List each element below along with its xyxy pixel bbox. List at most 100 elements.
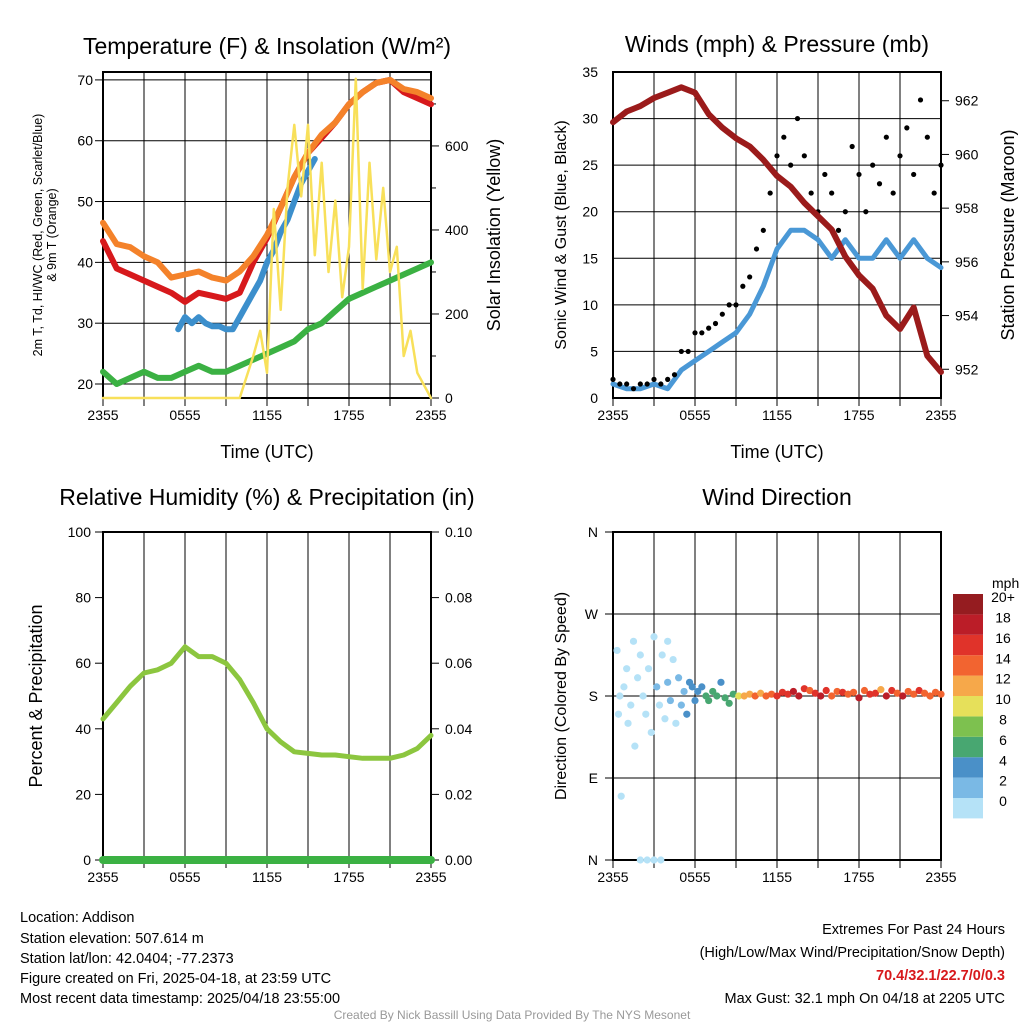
gust-point [829, 190, 835, 196]
wind-direction-point [767, 690, 776, 698]
humidity-y-tick-label: 40 [75, 721, 91, 737]
gust-point [931, 190, 937, 196]
temperature-plot-border [102, 71, 432, 399]
wind-direction-point [672, 719, 680, 727]
direction-y-tick-label: W [585, 606, 599, 622]
wind-direction-point [888, 686, 896, 695]
temperature-y-tick-label: 30 [77, 315, 93, 331]
extremes-values: 70.4/32.1/22.7/0/0.3 [876, 968, 1005, 984]
humidity-x-tick-label: 1155 [252, 869, 282, 885]
wind-direction-point [655, 701, 664, 709]
extremes-title: Extremes For Past 24 Hours [822, 922, 1005, 938]
legend-label: 12 [995, 671, 1011, 687]
location-text: Location: Addison [20, 910, 134, 926]
elevation-text: Station elevation: 507.614 m [20, 931, 204, 947]
gust-point [781, 134, 787, 140]
wind-direction-point [725, 699, 733, 707]
wind-direction-point [666, 696, 675, 705]
precip-y-tick-label: 0.04 [445, 721, 472, 737]
solar-y-tick-label: 0 [445, 390, 453, 406]
precip-y-tick-label: 0.10 [445, 524, 472, 540]
gust-point [610, 376, 616, 382]
wind-direction-point [661, 715, 669, 723]
wind-direction-point [639, 692, 647, 700]
wind-y-tick-label: 5 [590, 343, 598, 359]
legend-swatch [953, 655, 983, 676]
winds-plot-border [612, 71, 942, 399]
legend-label: 4 [999, 752, 1007, 768]
winds-x-tick-label: 0555 [679, 407, 710, 423]
wind-direction-point [617, 792, 625, 800]
wind-direction-point [882, 692, 890, 700]
wind-direction-point [677, 701, 685, 709]
humidity-y-tick-label: 60 [75, 655, 91, 671]
wind-direction-point [616, 692, 624, 700]
humidity-y-label: Percent & Precipitation [26, 604, 46, 787]
wind-y-tick-label: 0 [590, 390, 598, 406]
temperature-x-tick-label: 1755 [333, 407, 364, 423]
wind-direction-point [623, 665, 631, 673]
series-9m-t-line [100, 76, 434, 284]
wind-direction-point [683, 710, 691, 718]
gust-point [890, 190, 896, 196]
gust-point [726, 302, 732, 308]
wind-direction-point [773, 692, 781, 700]
wind-direction-point [650, 856, 658, 864]
humidity-x-tick-label: 2355 [87, 869, 118, 885]
wind-direction-point [800, 685, 808, 693]
wind-direction-point [910, 690, 918, 698]
legend-swatch [953, 736, 983, 758]
wind-direction-point [866, 690, 874, 698]
max-gust-text: Max Gust: 32.1 mph On 04/18 at 2205 UTC [725, 991, 1005, 1007]
gust-point [747, 274, 753, 280]
temperature-y-tick-label: 20 [77, 376, 93, 392]
pressure-y-tick-label: 954 [955, 308, 979, 324]
direction-x-tick-label: 1155 [762, 869, 792, 885]
direction-x-tick-label: 1755 [843, 869, 874, 885]
legend-label: 20+ [991, 589, 1015, 605]
humidity-axes: 2355 0555 1155 1755 2355 [87, 531, 447, 885]
gust-point [767, 190, 773, 196]
wind-direction-point [921, 689, 929, 697]
wind-y-tick-label: 15 [582, 250, 598, 266]
gust-point [740, 283, 746, 289]
legend-label: 10 [995, 691, 1011, 707]
winds-x-tick-label: 2355 [925, 407, 956, 423]
temperature-x-tick-label: 2355 [415, 407, 446, 423]
gust-point [630, 386, 637, 392]
wind-direction-point [698, 683, 706, 691]
precip-y-tick-label: 0.06 [445, 655, 472, 671]
wind-direction-point [751, 692, 759, 700]
temperature-y-label: 2m T, Td, HI/WC (Red, Green, Scarlet/Blu… [31, 114, 45, 357]
wind-direction-point [806, 686, 814, 695]
gust-point [883, 134, 889, 140]
wind-direction-point [717, 678, 725, 686]
wind-direction-point [631, 742, 639, 750]
winds-y-label: Sonic Wind & Gust (Blue, Black) [553, 120, 570, 349]
gust-point [801, 153, 807, 159]
wind-direction-point [855, 694, 863, 702]
wind-direction-point [614, 710, 623, 718]
legend-swatch [953, 777, 983, 798]
wind-direction-point [675, 674, 683, 682]
direction-x-tick-label: 2355 [925, 869, 956, 885]
direction-y-tick-label: S [589, 688, 598, 704]
winds-x-tick-label: 1755 [843, 407, 874, 423]
wind-direction-point [915, 686, 923, 695]
wind-direction-point [784, 690, 792, 698]
humidity-x-tick-label: 2355 [415, 869, 446, 885]
direction-y-tick-label: N [588, 524, 598, 540]
gust-point [794, 115, 801, 122]
gust-point [876, 181, 883, 187]
gust-point [712, 320, 719, 327]
gust-point [685, 348, 691, 355]
gust-point [863, 209, 869, 215]
wind-direction-point [688, 683, 696, 691]
legend-label: 6 [999, 732, 1007, 748]
legend-swatch [953, 716, 983, 737]
gust-point [719, 311, 725, 317]
gust-point [671, 372, 678, 378]
wind-direction-point [669, 655, 677, 664]
legend-swatch [953, 757, 983, 778]
